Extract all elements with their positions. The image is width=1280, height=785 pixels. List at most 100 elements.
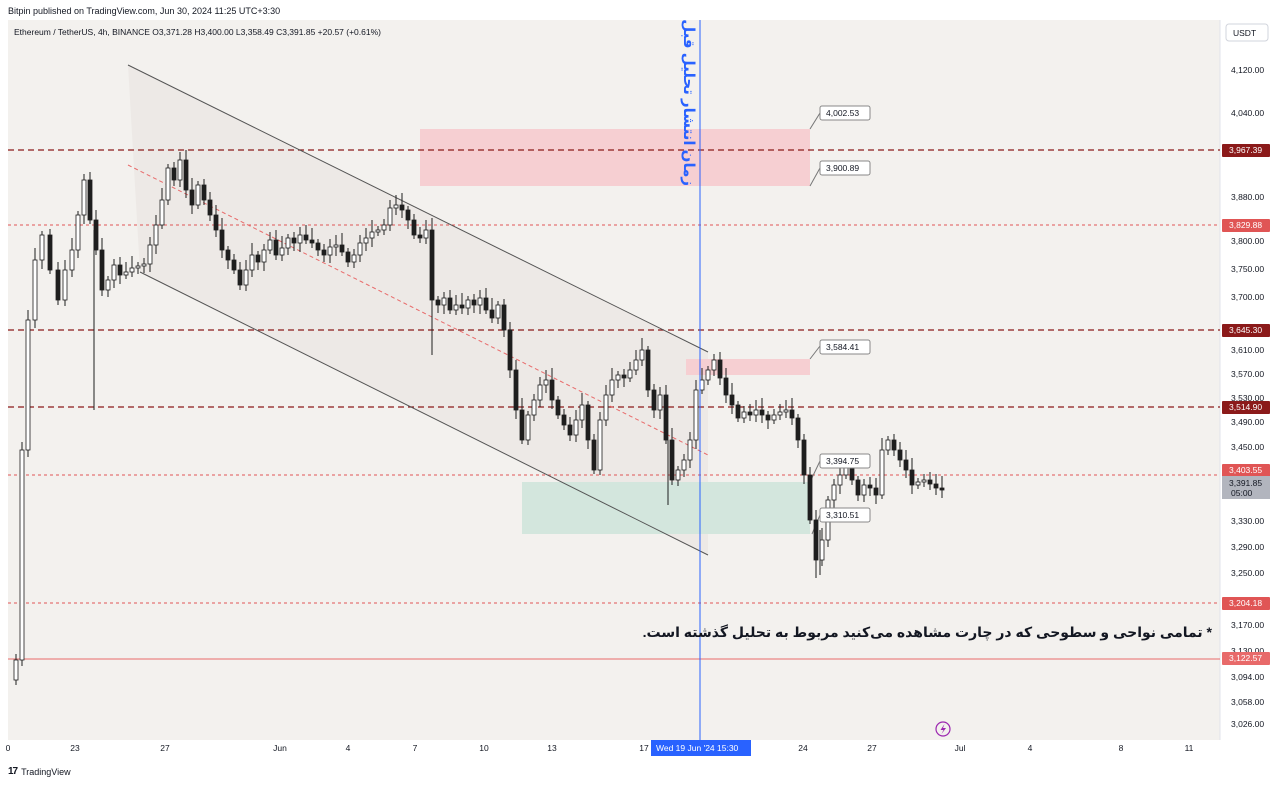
candle <box>603 385 609 426</box>
candle <box>645 346 651 397</box>
candle <box>207 192 213 221</box>
candle <box>795 414 801 448</box>
candle <box>495 301 501 324</box>
candle <box>837 467 843 494</box>
candle <box>225 246 231 269</box>
price-axis[interactable]: 4,120.00 4,040.00 3,880.00 3,800.00 3,750.00… <box>1231 65 1264 729</box>
candle <box>183 150 189 198</box>
level-price-tag-label: 3,829.88 <box>1229 220 1262 230</box>
callout-leader-3 <box>809 345 821 360</box>
supply-zone-upper <box>420 129 810 186</box>
callout-leader-1 <box>809 112 821 130</box>
candle <box>561 409 567 430</box>
time-tick-label: 7 <box>413 743 418 753</box>
candle <box>375 226 381 236</box>
candle <box>201 179 207 205</box>
candle <box>465 296 471 315</box>
time-tick-label: 27 <box>867 743 877 753</box>
candle <box>435 296 441 313</box>
level-price-tag-label: 3,122.57 <box>1229 653 1262 663</box>
candle <box>897 442 903 467</box>
channel-upper-line <box>127 64 709 353</box>
tradingview-logo[interactable]: 17 TradingView <box>8 766 71 777</box>
candle <box>19 442 25 666</box>
channel-mid-line <box>127 164 709 456</box>
candle <box>891 434 897 456</box>
level-price-tag-label: 3,514.90 <box>1229 402 1262 412</box>
candle <box>927 472 933 490</box>
price-callout: 3,584.41 <box>819 339 871 355</box>
candle <box>939 476 945 498</box>
candle <box>99 238 105 296</box>
price-callout-label: 4,002.53 <box>826 108 859 118</box>
price-tick-label: 3,026.00 <box>1231 719 1264 729</box>
price-tick-label: 3,058.00 <box>1231 697 1264 707</box>
candle <box>47 229 53 274</box>
candle <box>765 411 771 429</box>
candle <box>735 401 741 422</box>
candle <box>879 438 885 499</box>
candle <box>231 254 237 274</box>
candle <box>867 477 873 496</box>
candle <box>159 188 165 229</box>
candle <box>237 262 243 290</box>
candle <box>555 396 561 419</box>
candle <box>771 409 777 424</box>
candle <box>537 377 543 407</box>
candle <box>333 235 339 256</box>
price-callout: 3,394.75 <box>819 453 871 469</box>
price-callout-label: 3,584.41 <box>826 342 859 352</box>
candle <box>723 368 729 403</box>
price-tick-label: 3,450.00 <box>1231 442 1264 452</box>
candle <box>369 220 375 247</box>
candle <box>13 654 19 685</box>
time-axis[interactable]: 0 23 27 Jun 4 7 10 13 17 24 27 Jul 4 8 11 <box>6 743 1194 753</box>
candle <box>243 260 249 291</box>
candle <box>831 479 837 508</box>
currency-button-label: USDT <box>1233 28 1256 38</box>
level-tags: 3,967.39 3,829.88 3,645.30 3,514.90 3,403.55… <box>1222 144 1270 665</box>
candle <box>657 387 663 419</box>
price-tick-label: 3,170.00 <box>1231 620 1264 630</box>
candle <box>915 478 921 489</box>
lightning-icon[interactable] <box>935 721 951 737</box>
candle <box>111 259 117 288</box>
candle <box>39 231 45 269</box>
level-price-tag-label: 3,403.55 <box>1229 465 1262 475</box>
price-tick-label: 3,880.00 <box>1231 192 1264 202</box>
candle <box>627 362 633 382</box>
level-price-tag: 3,967.39 <box>1222 144 1270 157</box>
candle <box>351 249 357 268</box>
time-tick-label: 10 <box>479 743 489 753</box>
candle <box>663 385 669 444</box>
analysis-note: * تمامی نواحی و سطوحی که در چارت مشاهده … <box>643 624 1213 641</box>
price-tick-label: 4,040.00 <box>1231 108 1264 118</box>
candle <box>507 322 513 378</box>
candle <box>855 476 861 501</box>
candle <box>25 310 31 457</box>
price-axis-background <box>1220 20 1280 740</box>
candle <box>921 474 927 487</box>
candle <box>327 239 333 263</box>
candle <box>117 257 123 284</box>
candle <box>531 394 537 421</box>
candle <box>453 295 459 315</box>
candle <box>729 383 735 414</box>
candle <box>429 218 435 307</box>
price-tick-label: 3,094.00 <box>1231 672 1264 682</box>
candle <box>807 467 813 524</box>
candle <box>681 454 687 477</box>
candle <box>279 236 285 261</box>
currency-button[interactable]: USDT <box>1225 23 1269 42</box>
candle <box>909 458 915 494</box>
last-price-countdown: 05:00 <box>1231 488 1253 498</box>
symbol-info: Ethereum / TetherUS, 4h, BINANCE O3,371.… <box>14 27 381 37</box>
candle <box>741 406 747 423</box>
candle <box>81 174 87 224</box>
time-axis-background <box>0 740 1280 758</box>
candle <box>591 434 597 474</box>
candle <box>477 290 483 314</box>
level-price-tag: 3,645.30 <box>1222 324 1270 337</box>
